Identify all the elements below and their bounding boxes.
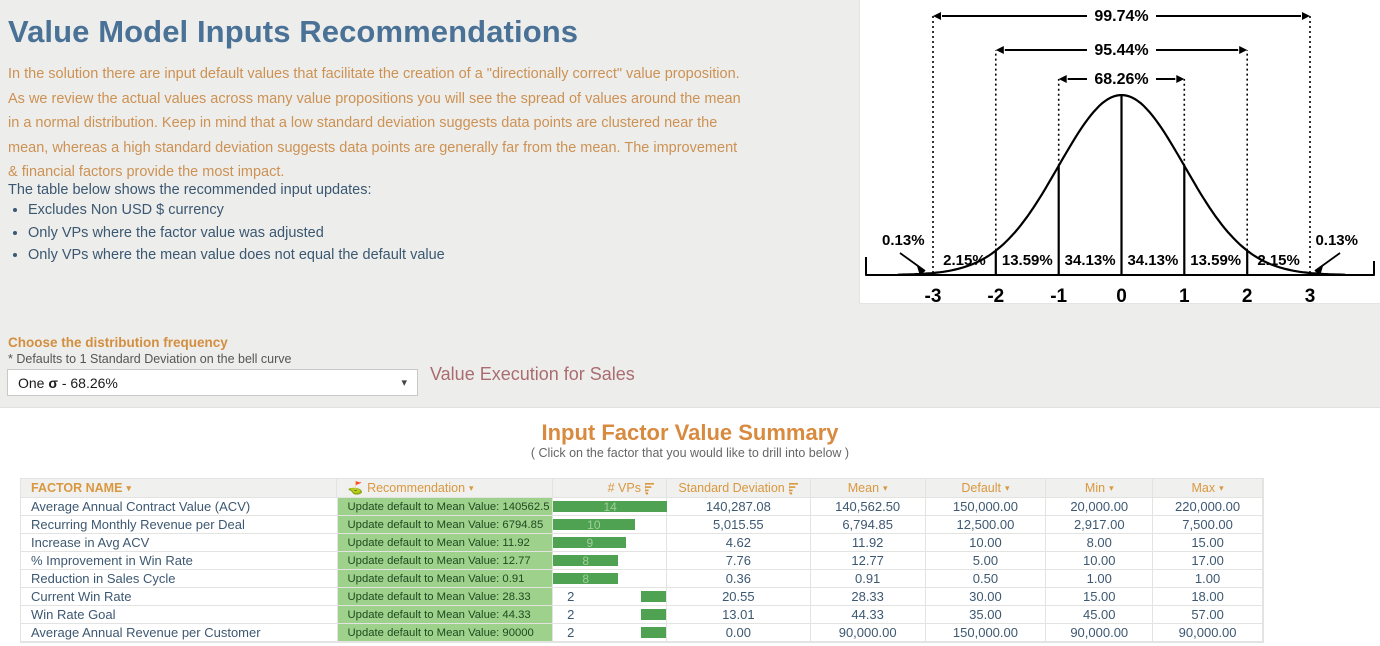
svg-text:-3: -3 [925, 286, 942, 305]
svg-text:13.59%: 13.59% [1002, 252, 1053, 269]
svg-text:2.15%: 2.15% [943, 252, 986, 269]
svg-text:2: 2 [1242, 286, 1253, 305]
svg-text:34.13%: 34.13% [1127, 252, 1178, 269]
svg-text:3: 3 [1305, 286, 1316, 305]
svg-text:95.44%: 95.44% [1094, 42, 1148, 59]
svg-text:99.74%: 99.74% [1094, 8, 1148, 25]
svg-text:0.13%: 0.13% [882, 232, 925, 249]
svg-text:0: 0 [1116, 286, 1127, 305]
svg-text:13.59%: 13.59% [1190, 252, 1241, 269]
svg-text:-2: -2 [987, 286, 1004, 305]
svg-text:1: 1 [1179, 286, 1190, 305]
svg-text:-1: -1 [1050, 286, 1067, 305]
svg-text:68.26%: 68.26% [1094, 71, 1148, 88]
svg-text:0.13%: 0.13% [1315, 232, 1358, 249]
svg-text:2.15%: 2.15% [1257, 252, 1300, 269]
svg-text:34.13%: 34.13% [1065, 252, 1116, 269]
